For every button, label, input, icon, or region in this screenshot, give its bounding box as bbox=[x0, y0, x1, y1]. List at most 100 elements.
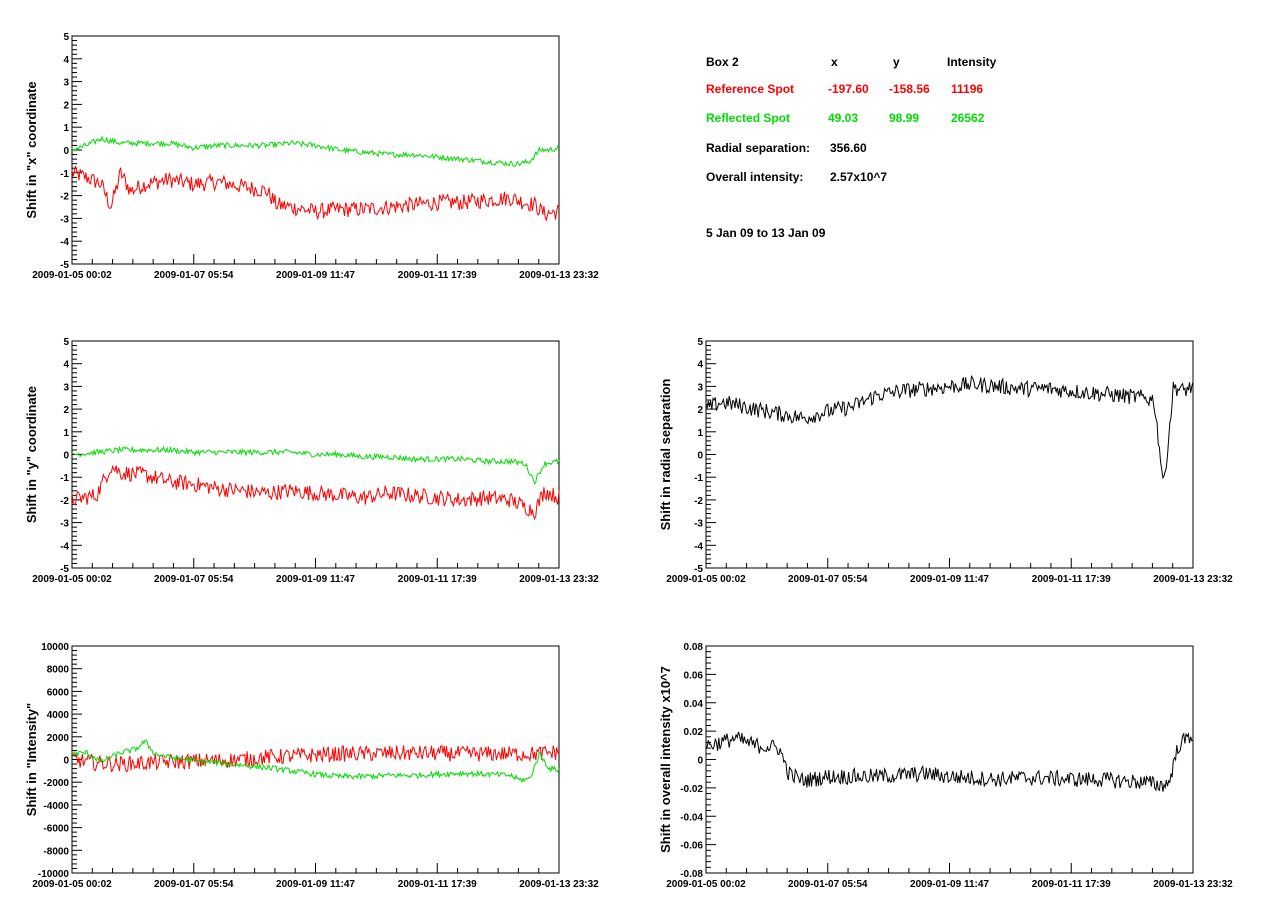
x-tick-label: 2009-01-05 00:02 bbox=[32, 879, 112, 890]
reference-y: -158.56 bbox=[889, 82, 930, 96]
y-tick-label: -5 bbox=[694, 564, 703, 575]
reflected-label: Reflected Spot bbox=[706, 111, 791, 125]
x-tick-label: 2009-01-09 11:47 bbox=[276, 879, 355, 890]
y-tick-label: 5 bbox=[63, 32, 69, 43]
y-tick-label: 1 bbox=[63, 123, 69, 134]
x-tick-label: 2009-01-09 11:47 bbox=[276, 270, 355, 281]
y-tick-label: -4000 bbox=[43, 801, 69, 812]
reflected-y: 98.99 bbox=[889, 111, 920, 125]
y-tick-label: -6000 bbox=[43, 824, 69, 835]
y-tick-label: 1 bbox=[63, 428, 69, 439]
y-tick-label: -4 bbox=[694, 541, 703, 552]
plot-frame bbox=[705, 340, 1194, 569]
x-tick-label: 2009-01-05 00:02 bbox=[32, 270, 112, 281]
y-tick-label: 0.06 bbox=[684, 670, 704, 681]
y-tick-label: 0 bbox=[697, 756, 703, 767]
y-axis-label: Shift in overall intensity x10^7 bbox=[658, 666, 673, 853]
x-tick-label: 2009-01-09 11:47 bbox=[910, 879, 989, 890]
y-tick-label: 4 bbox=[697, 360, 703, 371]
y-tick-label: 5 bbox=[697, 337, 703, 348]
series-line bbox=[71, 135, 560, 167]
y-axis-label: Shift in "x" coordinate bbox=[24, 81, 39, 218]
y-tick-label: 4000 bbox=[47, 710, 70, 721]
x-tick-label: 2009-01-13 23:32 bbox=[519, 574, 599, 585]
reflected-x: 49.03 bbox=[828, 111, 859, 125]
x-tick-label: 2009-01-07 05:54 bbox=[154, 879, 234, 890]
y-tick-label: -0.06 bbox=[680, 841, 703, 852]
y-tick-label: -5 bbox=[60, 564, 69, 575]
x-tick-label: 2009-01-11 17:39 bbox=[398, 879, 477, 890]
plot-frame bbox=[71, 35, 560, 265]
y-tick-label: 1 bbox=[697, 428, 703, 439]
overall-label: Overall intensity: bbox=[706, 170, 804, 184]
y-tick-label: -3 bbox=[60, 214, 69, 225]
y-tick-label: 2000 bbox=[47, 733, 70, 744]
y-tick-label: 2 bbox=[63, 100, 69, 111]
y-tick-label: 0 bbox=[697, 451, 703, 462]
radial-label: Radial separation: bbox=[706, 141, 811, 155]
y-tick-label: 2 bbox=[63, 405, 69, 416]
date-range: 5 Jan 09 to 13 Jan 09 bbox=[706, 226, 826, 240]
y-tick-label: -2 bbox=[694, 496, 703, 507]
y-tick-label: -1 bbox=[694, 473, 703, 484]
x-tick-label: 2009-01-07 05:54 bbox=[154, 574, 234, 585]
y-tick-label: -0.02 bbox=[680, 784, 703, 795]
reference-label: Reference Spot bbox=[706, 82, 795, 96]
y-tick-label: -0.08 bbox=[680, 869, 703, 880]
x-tick-label: 2009-01-09 11:47 bbox=[910, 574, 989, 585]
series-line bbox=[71, 165, 560, 222]
reference-intensity: 11196 bbox=[951, 82, 984, 96]
y-tick-label: 3 bbox=[63, 382, 69, 393]
y-tick-label: 0 bbox=[63, 451, 69, 462]
header-intensity: Intensity bbox=[947, 55, 997, 69]
y-tick-label: -8000 bbox=[43, 846, 69, 857]
series-line bbox=[71, 464, 560, 521]
x-tick-label: 2009-01-05 00:02 bbox=[666, 879, 746, 890]
y-axis-label: Shift in "y" coordinate bbox=[24, 386, 39, 523]
y-tick-label: 3 bbox=[697, 382, 703, 393]
x-tick-label: 2009-01-11 17:39 bbox=[398, 270, 477, 281]
y-tick-label: -2 bbox=[60, 496, 69, 507]
y-tick-label: 4 bbox=[63, 360, 69, 371]
header-x: x bbox=[831, 55, 838, 69]
y-tick-label: 3 bbox=[63, 78, 69, 89]
series-line bbox=[705, 375, 1194, 480]
x-tick-label: 2009-01-07 05:54 bbox=[154, 270, 234, 281]
reference-x: -197.60 bbox=[828, 82, 869, 96]
y-axis-label: Shift in radial separation bbox=[658, 379, 673, 531]
y-tick-label: 0.04 bbox=[684, 699, 704, 710]
y-tick-label: 4 bbox=[63, 55, 69, 66]
y-tick-label: 0.08 bbox=[684, 642, 704, 653]
y-tick-label: -1 bbox=[60, 169, 69, 180]
y-tick-label: -2000 bbox=[43, 778, 69, 789]
x-tick-label: 2009-01-11 17:39 bbox=[1032, 574, 1111, 585]
x-tick-label: 2009-01-07 05:54 bbox=[788, 574, 868, 585]
y-tick-label: -3 bbox=[60, 519, 69, 530]
radial-value: 356.60 bbox=[830, 141, 867, 155]
x-tick-label: 2009-01-13 23:32 bbox=[519, 270, 599, 281]
header-y: y bbox=[893, 55, 900, 69]
y-tick-label: -0.04 bbox=[680, 812, 703, 823]
y-tick-label: 0 bbox=[63, 146, 69, 157]
x-tick-label: 2009-01-09 11:47 bbox=[276, 574, 355, 585]
y-tick-label: 5 bbox=[63, 337, 69, 348]
y-tick-label: -1 bbox=[60, 473, 69, 484]
overall-value: 2.57x10^7 bbox=[830, 170, 888, 184]
series-line bbox=[705, 731, 1194, 792]
y-tick-label: 6000 bbox=[47, 687, 70, 698]
plot-frame bbox=[71, 645, 560, 874]
y-tick-label: 0.02 bbox=[684, 727, 704, 738]
y-tick-label: -4 bbox=[60, 541, 69, 552]
reflected-intensity: 26562 bbox=[951, 111, 985, 125]
series-line bbox=[71, 739, 560, 784]
x-tick-label: 2009-01-11 17:39 bbox=[398, 574, 477, 585]
y-axis-label: Shift in "Intensity" bbox=[24, 703, 39, 816]
y-tick-label: -3 bbox=[694, 519, 703, 530]
x-tick-label: 2009-01-05 00:02 bbox=[32, 574, 112, 585]
plot-frame bbox=[71, 340, 560, 569]
y-tick-label: 10000 bbox=[41, 642, 69, 653]
series-line bbox=[71, 744, 560, 773]
y-tick-label: -5 bbox=[60, 260, 69, 271]
y-tick-label: 2 bbox=[697, 405, 703, 416]
